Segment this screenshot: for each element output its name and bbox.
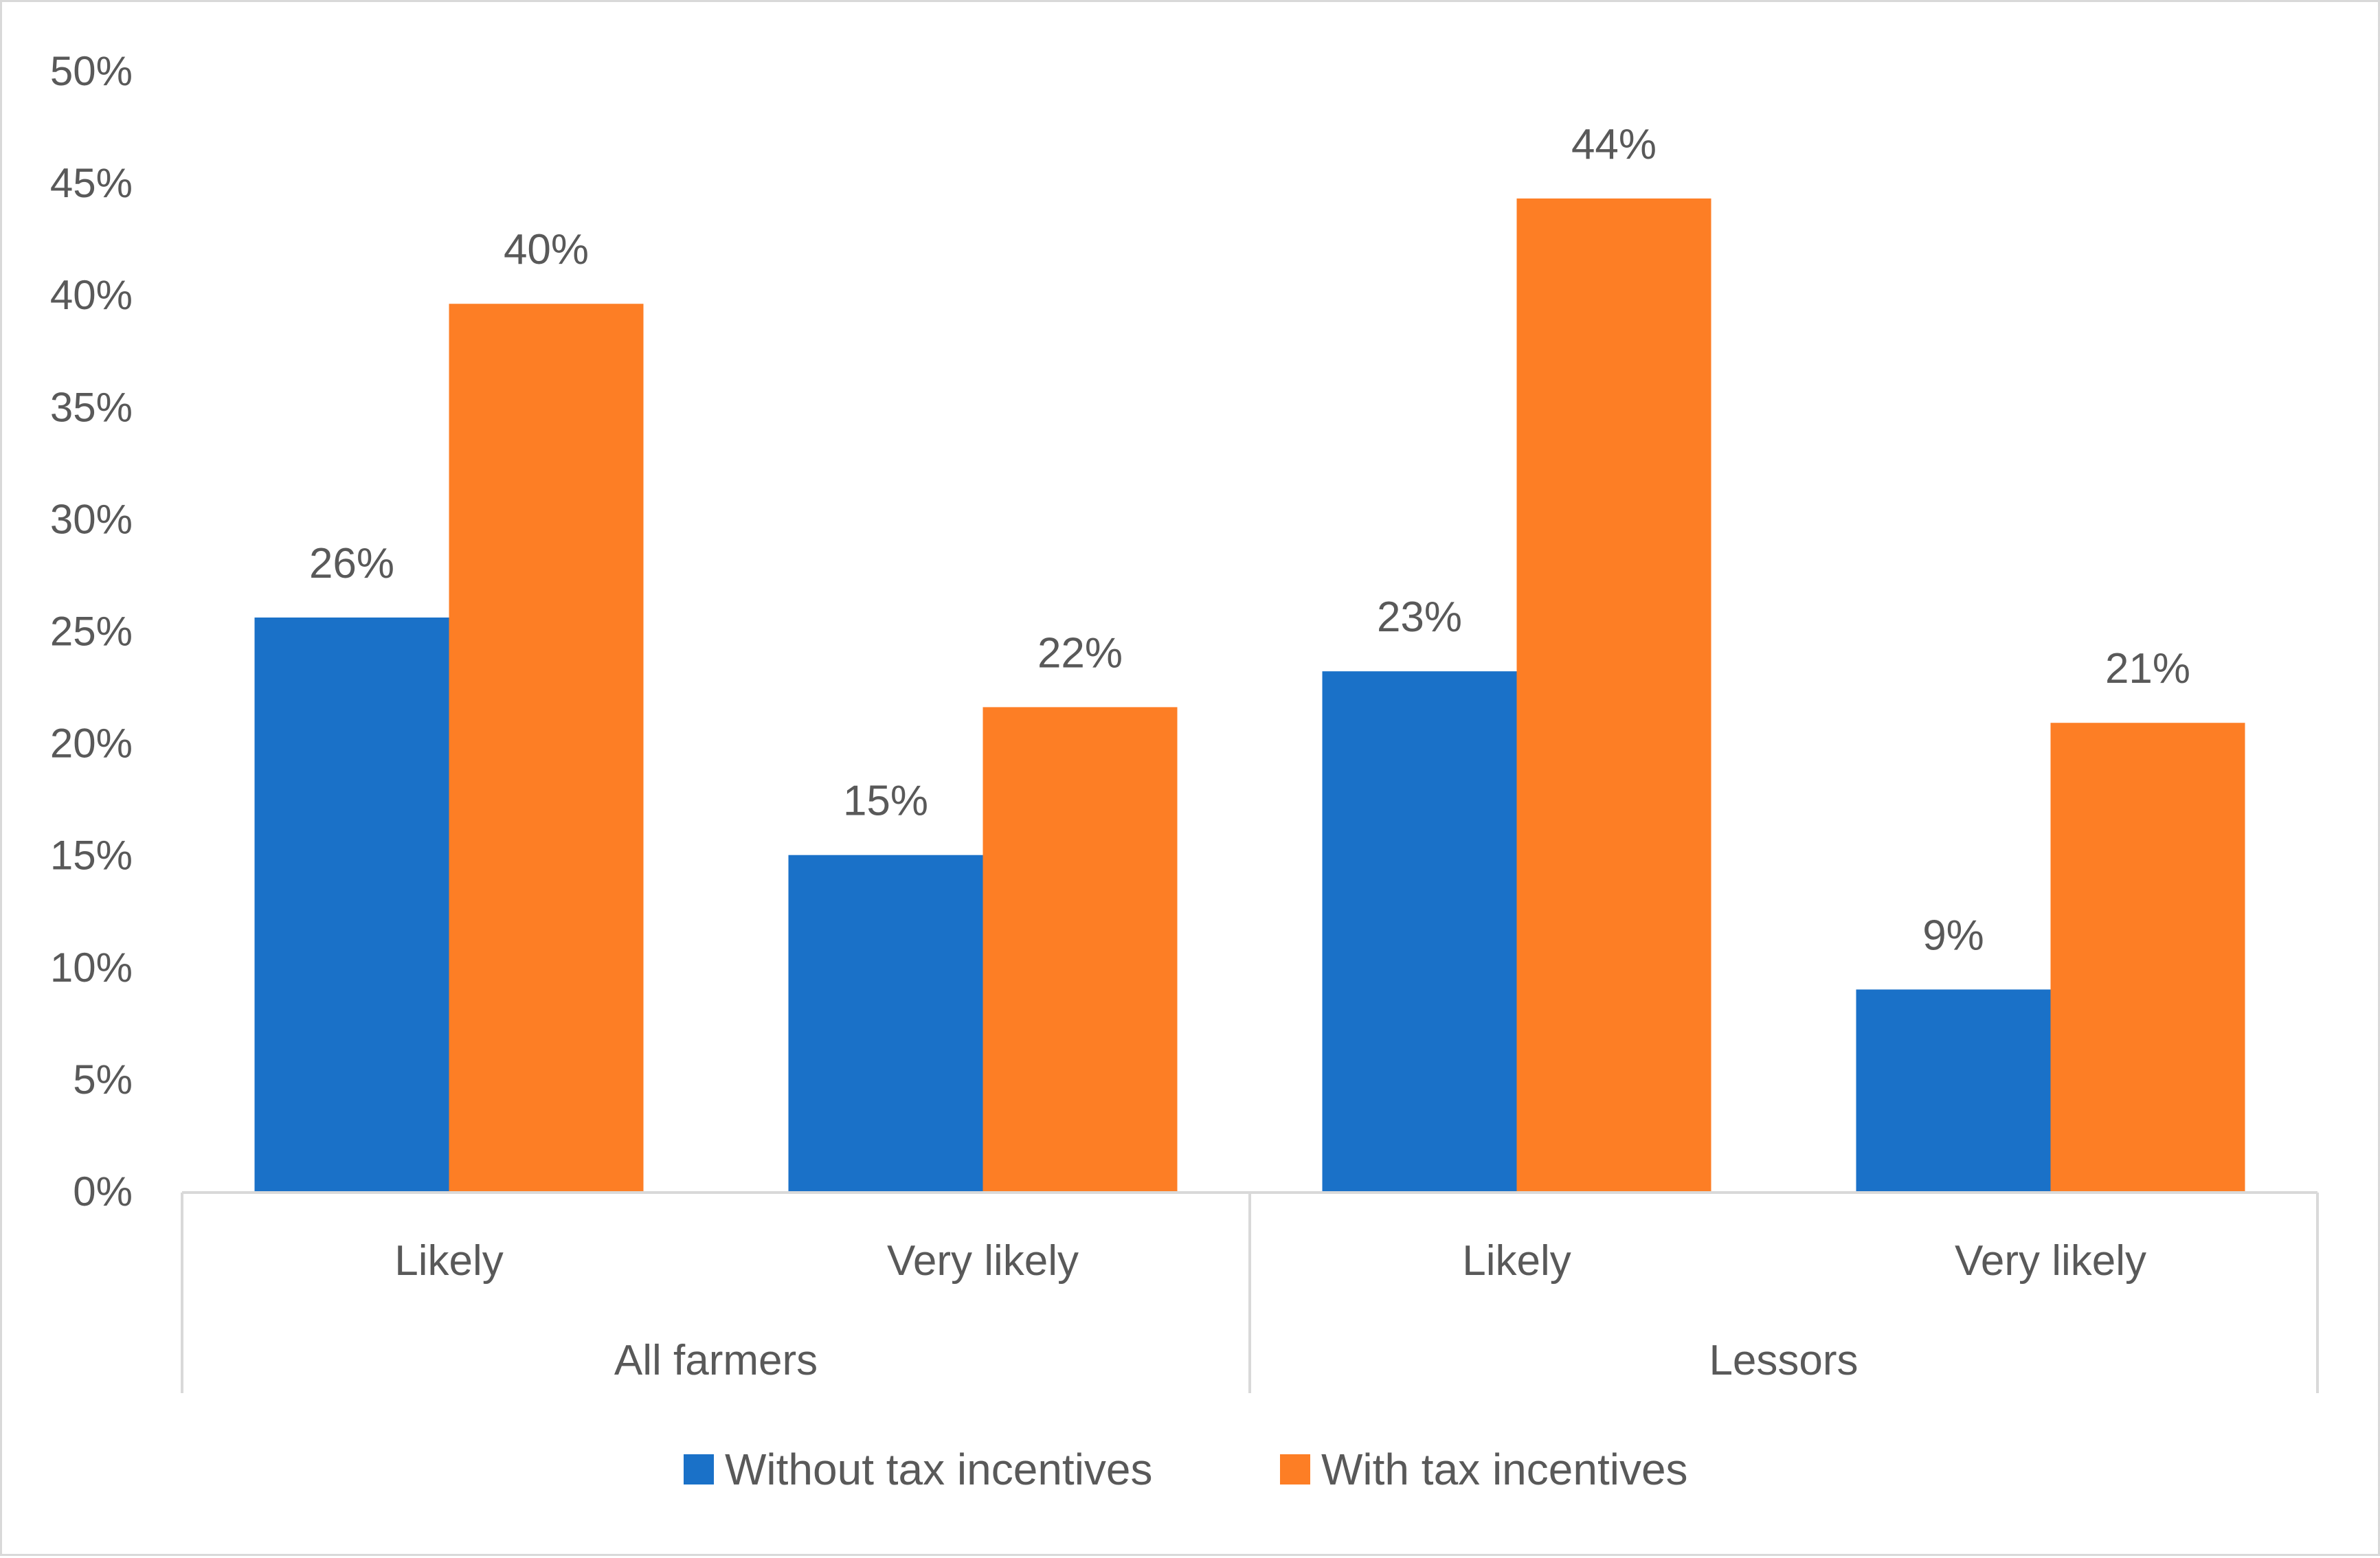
category-label: Likely (394, 1237, 504, 1285)
bars (254, 198, 2245, 1192)
y-tick-label: 30% (50, 496, 133, 542)
y-tick-label: 15% (50, 833, 133, 879)
bar-without-tax-incentives (788, 855, 983, 1191)
bar-with-tax-incentives (983, 707, 1178, 1191)
y-tick-label: 50% (50, 48, 133, 94)
y-tick-label: 40% (50, 272, 133, 318)
y-tick-label: 45% (50, 160, 133, 206)
y-axis-ticks: 0% 5% 10% 15% 20% 25% 30% 35% 40% 45% 50% (50, 48, 133, 1215)
y-tick-label: 35% (50, 384, 133, 430)
legend-swatch (1280, 1454, 1310, 1484)
group-labels: All farmers Lessors (614, 1337, 1859, 1384)
data-label: 40% (504, 226, 589, 273)
group-label: Lessors (1709, 1337, 1858, 1384)
category-labels: Likely Very likely Likely Very likely (394, 1237, 2146, 1285)
bar-without-tax-incentives (1322, 671, 1517, 1191)
y-tick-label: 0% (73, 1168, 133, 1215)
group-label: All farmers (614, 1337, 818, 1384)
legend: Without tax incentives With tax incentive… (684, 1445, 1688, 1494)
legend-label: Without tax incentives (725, 1445, 1153, 1494)
data-labels: 26% 40% 15% 22% 23% 44% 9% 21% (309, 121, 2190, 959)
bar-without-tax-incentives (1856, 989, 2051, 1191)
data-label: 22% (1037, 629, 1123, 677)
data-label: 23% (1377, 594, 1462, 641)
data-label: 21% (2105, 645, 2190, 692)
bar-with-tax-incentives (449, 304, 644, 1191)
data-label: 26% (309, 540, 394, 587)
bar-with-tax-incentives (1516, 198, 1711, 1192)
y-tick-label: 5% (73, 1057, 133, 1103)
data-label: 44% (1571, 121, 1657, 168)
category-label: Very likely (1955, 1237, 2146, 1285)
data-label: 9% (1922, 912, 1984, 959)
bar-without-tax-incentives (254, 617, 449, 1191)
y-tick-label: 25% (50, 609, 133, 655)
legend-label: With tax incentives (1321, 1445, 1688, 1494)
x-axis (181, 1191, 2319, 1393)
data-label: 15% (843, 778, 928, 825)
bar-with-tax-incentives (2050, 723, 2245, 1191)
category-label: Very likely (887, 1237, 1079, 1285)
y-tick-label: 10% (50, 945, 133, 991)
y-tick-label: 20% (50, 721, 133, 767)
legend-swatch (684, 1454, 714, 1484)
category-label: Likely (1462, 1237, 1571, 1285)
